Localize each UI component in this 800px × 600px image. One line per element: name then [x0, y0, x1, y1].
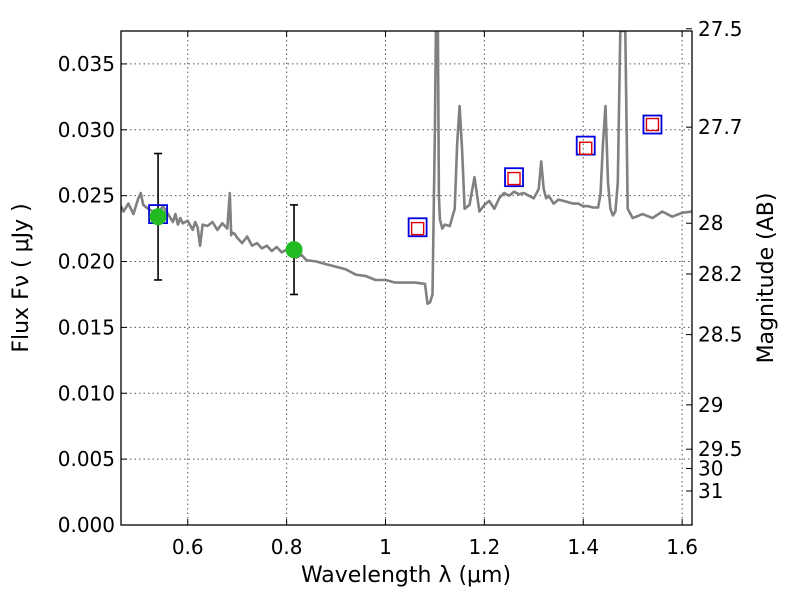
y-tick-label: 0.025: [58, 184, 115, 208]
red-square-marker: [645, 117, 660, 132]
y-right-tick-label: 30: [698, 457, 723, 481]
plot-area: [121, 31, 692, 306]
y-right-tick-label: 31: [698, 479, 723, 503]
y-tick-label: 0.035: [58, 52, 115, 76]
y-right-tick-label: 28.5: [698, 323, 743, 347]
y-right-tick-label: 28.2: [698, 262, 743, 286]
plot-frame: [120, 30, 693, 526]
y-right-tick-label: 28: [698, 211, 723, 235]
red-square-marker: [410, 221, 425, 236]
axis-ticks: 0.6 0.8 1 1.2 1.4 1.6 0.000 0.005 0.010 0.015 0.02…: [58, 17, 743, 559]
grid-lines: [121, 31, 692, 525]
x-tick-label: 0.8: [271, 535, 303, 559]
y-tick-label: 0.010: [58, 381, 115, 405]
x-tick-label: 1: [379, 535, 392, 559]
y-right-tick-label: 29.5: [698, 437, 743, 461]
y-right-tick-label: 27.5: [698, 17, 743, 41]
y-tick-label: 0.000: [58, 513, 115, 537]
y-tick-label: 0.020: [58, 250, 115, 274]
x-tick-label: 1.4: [567, 535, 599, 559]
y-tick-label: 0.015: [58, 315, 115, 339]
x-axis-label: Wavelength λ (μm): [301, 563, 511, 588]
y-axis-right-label: Magnitude (AB): [754, 193, 779, 364]
x-tick-label: 1.6: [666, 535, 698, 559]
y-tick-label: 0.005: [58, 447, 115, 471]
y-tick-label: 0.030: [58, 118, 115, 142]
blue-square-marker: [407, 217, 428, 238]
observed-point: [285, 241, 303, 259]
spectrum-line: [121, 31, 692, 306]
blue-square-marker: [642, 114, 663, 135]
y-right-tick-label: 27.7: [698, 115, 743, 139]
y-axis-label: Flux Fν ( μJy ): [9, 203, 34, 352]
red-square-marker: [507, 171, 521, 186]
blue-square-marker: [504, 167, 524, 188]
y-right-tick-label: 29: [698, 393, 723, 417]
x-tick-label: 0.6: [172, 535, 204, 559]
observed-point: [149, 208, 167, 226]
red-square-marker: [579, 141, 593, 155]
x-tick-label: 1.2: [468, 535, 500, 559]
